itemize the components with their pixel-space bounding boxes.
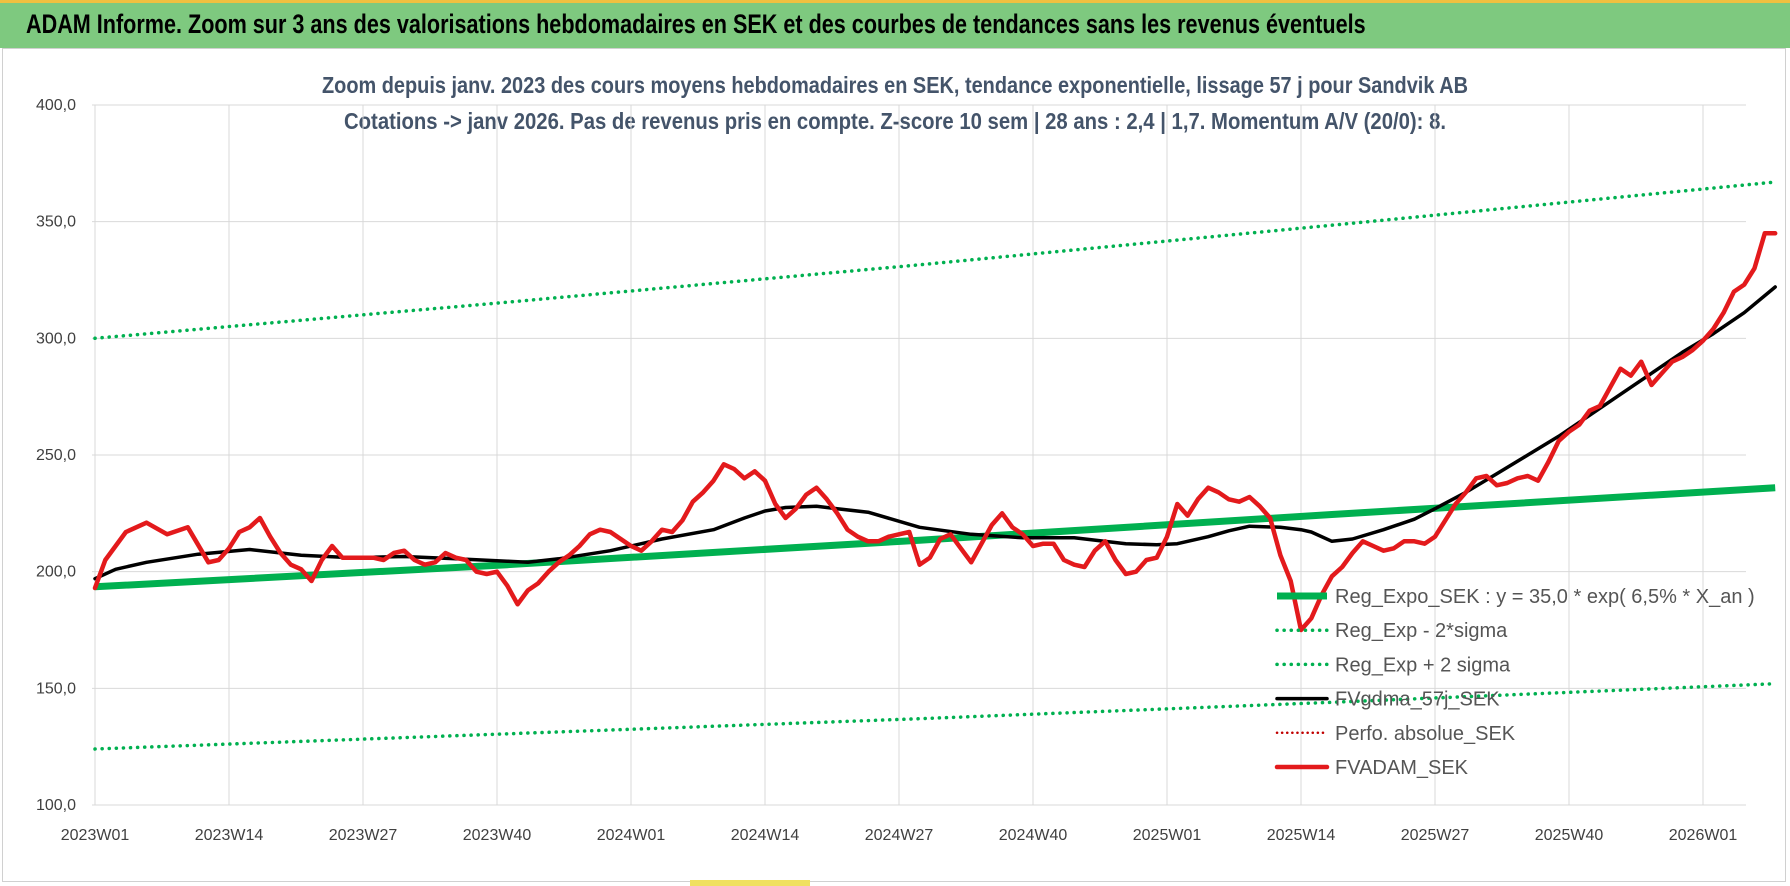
y-tick-label: 250,0 — [36, 447, 76, 464]
legend-label-reg-expo-line: Reg_Expo_SEK : y = 35,0 * exp( 6,5% * X_… — [1335, 586, 1755, 608]
bottom-accent — [690, 880, 810, 886]
reg-expo-line — [94, 484, 1776, 591]
x-tick-label: 2023W40 — [463, 827, 532, 844]
report-title: ADAM Informe. Zoom sur 3 ans des valoris… — [26, 9, 1366, 39]
y-tick-label: 350,0 — [36, 214, 76, 231]
x-tick-label: 2024W27 — [865, 827, 934, 844]
legend-label-fvgdma-57j-line: FVgdma_57j_SEK — [1335, 689, 1500, 711]
reg-exp-plus-2sigma-line — [93, 180, 1777, 341]
x-tick-label: 2024W01 — [597, 827, 666, 844]
y-tick-label: 400,0 — [36, 97, 76, 114]
x-tick-label: 2025W27 — [1401, 827, 1470, 844]
fvgdma-57j-line — [93, 285, 1777, 581]
fvadam-line — [92, 231, 1778, 633]
x-tick-label: 2025W40 — [1535, 827, 1604, 844]
x-tick-label: 2023W01 — [61, 827, 130, 844]
chart-title-line-1: Zoom depuis janv. 2023 des cours moyens … — [322, 72, 1468, 98]
reg-exp-minus-2sigma-line — [93, 681, 1777, 751]
x-tick-label: 2026W01 — [1669, 827, 1738, 844]
y-tick-label: 200,0 — [36, 564, 76, 581]
x-tick-label: 2025W01 — [1133, 827, 1202, 844]
x-tick-label: 2024W40 — [999, 827, 1068, 844]
x-tick-label: 2023W14 — [195, 827, 264, 844]
legend-label-reg-exp-minus-2sigma-line: Reg_Exp - 2*sigma — [1335, 620, 1508, 642]
header-banner: ADAM Informe. Zoom sur 3 ans des valoris… — [0, 0, 1790, 48]
chart-title-line-2: Cotations -> janv 2026. Pas de revenus p… — [344, 108, 1446, 134]
y-tick-label: 100,0 — [36, 797, 76, 814]
legend: Reg_Expo_SEK : y = 35,0 * exp( 6,5% * X_… — [1274, 586, 1755, 779]
x-tick-label: 2023W27 — [329, 827, 398, 844]
series — [92, 180, 1778, 751]
x-tick-label: 2025W14 — [1267, 827, 1336, 844]
x-tick-label: 2024W14 — [731, 827, 800, 844]
axes: 100,0 150,0 200,0 250,0 300,0 350,0 400,0 2023W… — [36, 97, 1737, 844]
y-tick-label: 300,0 — [36, 330, 76, 347]
legend-label-reg-exp-plus-2sigma-line: Reg_Exp + 2 sigma — [1335, 654, 1511, 676]
chart-frame — [2, 48, 1786, 882]
legend-label-perfo-absolue-line: Perfo. absolue_SEK — [1335, 723, 1516, 745]
y-tick-label: 150,0 — [36, 680, 76, 697]
legend-label-fvadam-line: FVADAM_SEK — [1335, 757, 1469, 779]
